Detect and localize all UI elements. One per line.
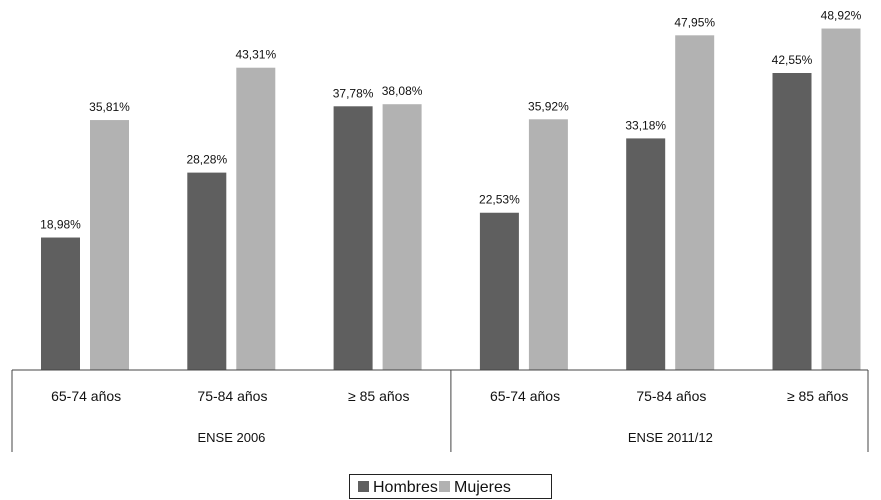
category-label-2-3: ≥ 85 años [787, 388, 848, 404]
category-label-1-1: 65-74 años [51, 388, 121, 404]
data-label-mujeres-2-2: 47,95% [674, 15, 715, 29]
category-label-1-3: ≥ 85 años [348, 388, 409, 404]
group-label-1: ENSE 2006 [197, 430, 265, 445]
data-label-hombres-1-2: 28,28% [186, 153, 227, 167]
bar-hombres-2-2 [626, 138, 666, 370]
data-label-mujeres-1-2: 43,31% [235, 48, 276, 62]
bar-hombres-1-2 [187, 172, 227, 370]
legend-swatch-hombres [358, 481, 369, 492]
bar-mujeres-2-2 [675, 35, 715, 371]
bar-mujeres-2-1 [528, 119, 568, 370]
bar-mujeres-2-3 [821, 28, 861, 371]
data-label-hombres-2-1: 22,53% [479, 193, 520, 207]
legend-box [349, 474, 552, 499]
category-label-2-2: 75-84 años [636, 388, 706, 404]
bar-mujeres-1-1 [90, 120, 129, 370]
bar-hombres-2-3 [772, 73, 812, 370]
data-label-hombres-1-3: 37,78% [333, 86, 374, 100]
bar-hombres-1-3 [333, 106, 373, 371]
data-label-mujeres-2-1: 35,92% [528, 99, 569, 113]
group-label-2: ENSE 2011/12 [628, 430, 713, 445]
bar-hombres-2-1 [479, 212, 519, 370]
data-label-hombres-2-2: 33,18% [625, 118, 666, 132]
data-label-hombres-2-3: 42,55% [772, 53, 813, 67]
data-label-mujeres-1-1: 35,81% [89, 100, 130, 114]
category-label-1-2: 75-84 años [197, 388, 267, 404]
legend-label-mujeres: Mujeres [454, 479, 511, 496]
legend-label-hombres: Hombres [373, 479, 438, 496]
data-label-mujeres-1-3: 38,08% [382, 84, 423, 98]
legend-swatch-mujeres [439, 481, 450, 492]
bar-mujeres-1-2 [236, 67, 276, 370]
bar-hombres-1-1 [41, 237, 80, 370]
bar-mujeres-1-3 [382, 104, 422, 370]
category-label-2-1: 65-74 años [490, 388, 560, 404]
data-label-hombres-1-1: 18,98% [40, 218, 81, 232]
data-label-mujeres-2-3: 48,92% [821, 9, 862, 23]
